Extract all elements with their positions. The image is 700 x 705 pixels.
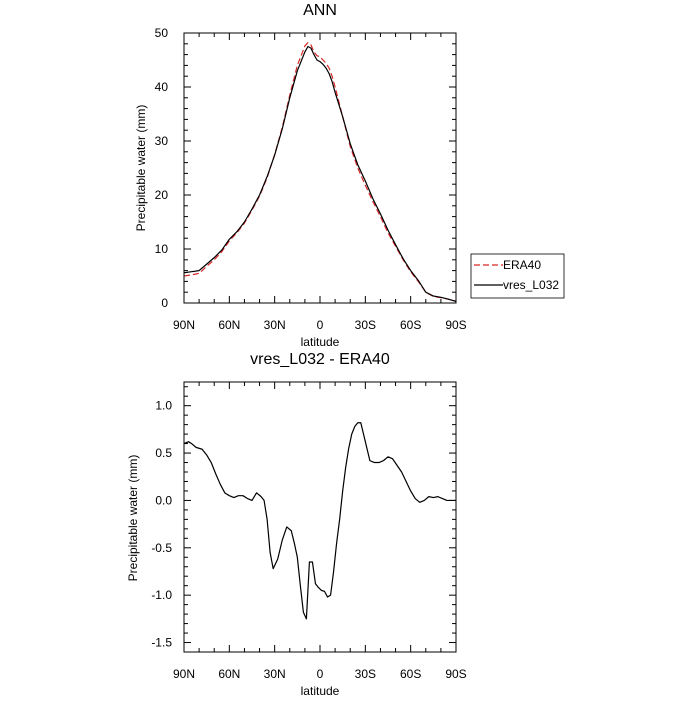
legend-label-era40: ERA40	[503, 258, 541, 272]
bottom-y-tick-label: -0.5	[151, 541, 172, 555]
bottom-panel: vres_L032 - ERA40 Precipitable water (mm…	[126, 351, 467, 698]
top-panel-plot-frame	[183, 32, 457, 304]
top-x-tick-label: 60N	[218, 318, 240, 332]
bottom-y-tick-label: 0.5	[155, 446, 172, 460]
top-x-tick-label: 90N	[173, 318, 195, 332]
top-x-tick-label: 30N	[264, 318, 286, 332]
top-panel-series	[183, 42, 457, 302]
bottom-y-tick-label: 1.0	[155, 399, 172, 413]
legend-label-vres-l032: vres_L032	[503, 278, 559, 292]
bottom-x-tick-label: 60S	[400, 667, 421, 681]
top-panel-x-ticks: 90N 60N 30N 0 30S 60S 90S	[173, 33, 467, 332]
bottom-x-tick-label: 60N	[218, 667, 240, 681]
bottom-x-tick-label: 90N	[173, 667, 195, 681]
top-x-tick-label: 90S	[445, 318, 466, 332]
top-panel-title: ANN	[303, 2, 337, 19]
bottom-y-tick-label: -1.5	[151, 636, 172, 650]
top-panel-y-ticks: 0 10 20 30 40 50	[155, 26, 456, 310]
bottom-y-tick-label: 0.0	[155, 493, 172, 507]
top-x-tick-label: 0	[317, 318, 324, 332]
bottom-y-tick-label: -1.0	[151, 588, 172, 602]
top-x-tick-label: 30S	[355, 318, 376, 332]
bottom-panel-title: vres_L032 - ERA40	[250, 351, 390, 368]
top-x-tick-label: 60S	[400, 318, 421, 332]
top-panel-x-axis-label: latitude	[301, 335, 340, 349]
legend-box	[470, 253, 565, 299]
legend: ERA40 vres_L032	[470, 253, 565, 299]
top-y-tick-label: 30	[155, 134, 169, 148]
bottom-panel-x-axis-label: latitude	[301, 684, 340, 698]
bottom-x-tick-label: 0	[317, 667, 324, 681]
top-y-tick-label: 50	[155, 26, 169, 40]
top-y-tick-label: 20	[155, 188, 169, 202]
top-series-line-vres-l032	[183, 45, 457, 302]
top-y-tick-label: 0	[161, 296, 168, 310]
bottom-x-tick-label: 30S	[355, 667, 376, 681]
bottom-panel-plot-frame	[183, 381, 457, 653]
bottom-panel-y-ticks: 1.0 0.5 0.0 -0.5 -1.0 -1.5	[151, 386, 456, 653]
bottom-x-tick-label: 30N	[264, 667, 286, 681]
bottom-panel-series	[183, 422, 456, 620]
bottom-panel-y-axis-label: Precipitable water (mm)	[126, 455, 140, 582]
bottom-x-tick-label: 90S	[445, 667, 466, 681]
top-y-tick-label: 10	[155, 242, 169, 256]
top-panel: ANN Precipitable water (mm) latitude 90N…	[134, 2, 565, 349]
top-panel-y-axis-label: Precipitable water (mm)	[134, 105, 148, 232]
top-y-tick-label: 40	[155, 80, 169, 94]
bottom-series-line-difference	[183, 422, 456, 620]
bottom-panel-x-ticks: 90N 60N 30N 0 30S 60S 90S	[173, 382, 467, 681]
